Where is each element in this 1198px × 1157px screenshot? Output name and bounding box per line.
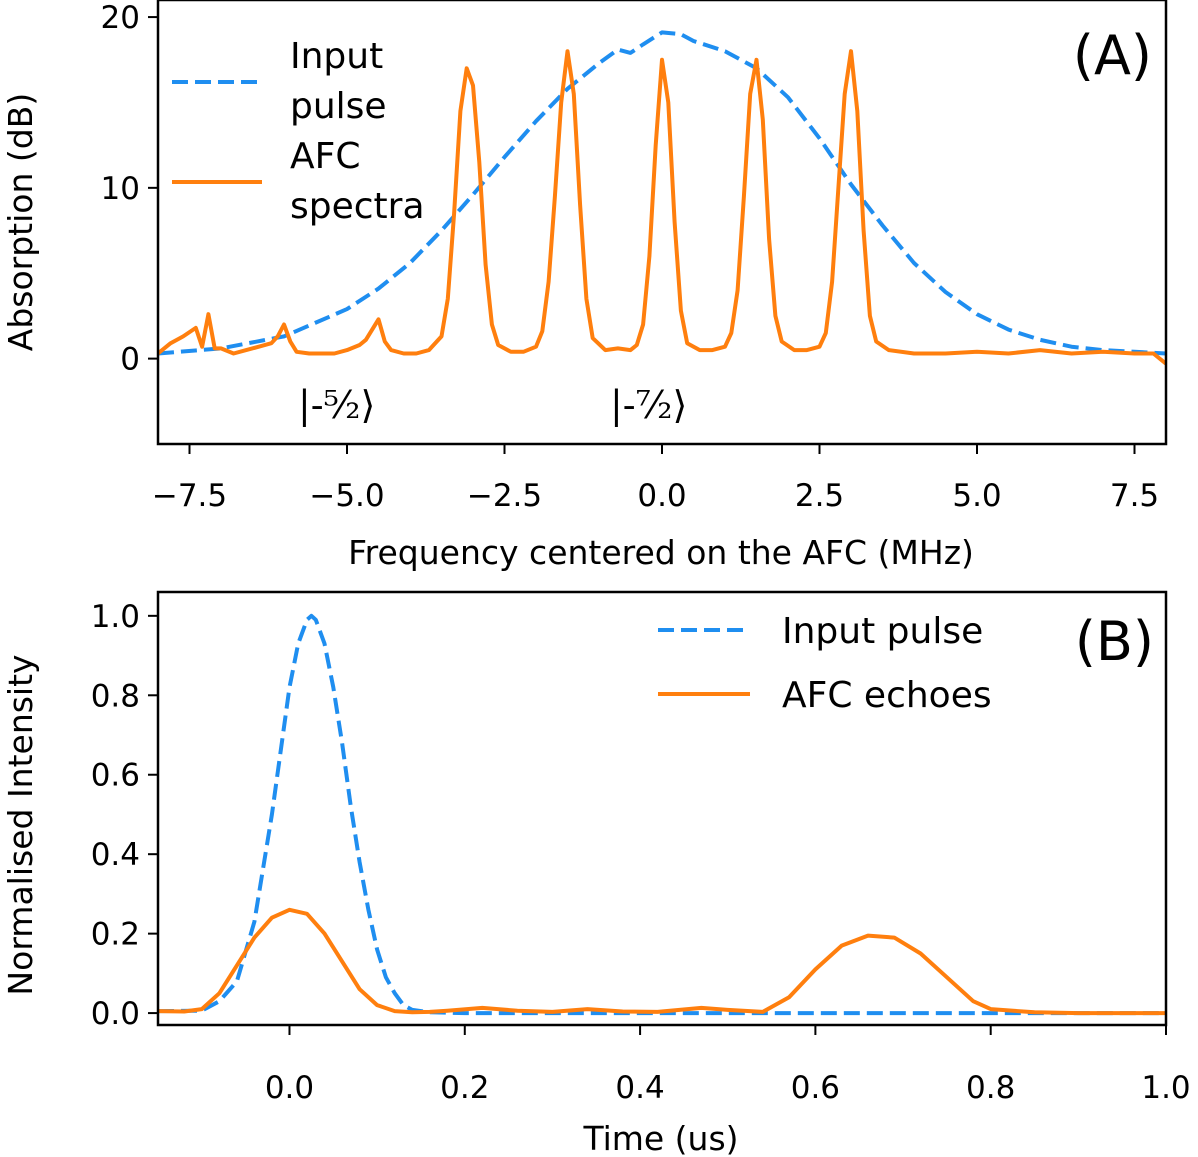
series-line-input-pulse-b [158, 613, 1166, 1016]
panel-b-chart: 0.0 0.2 0.4 0.6 0.8 1.0 0.0 0.2 0.4 0.6 0.8 1.0 Tim… [1, 590, 1191, 1157]
annotation-m52: |-⁵⁄₂⟩ [298, 383, 375, 427]
x-tick-label-b: 0.0 [265, 1070, 314, 1106]
legend-label-afc-echoes: AFC echoes [782, 675, 992, 716]
y-tick-label-b: 1.0 [91, 599, 140, 635]
y-axis-label-a: Absorption (dB) [1, 93, 40, 351]
legend-b: Input pulse AFC echoes [658, 611, 992, 716]
x-tick-label-a: 5.0 [952, 478, 1001, 514]
series-line-afc-spectra-a [158, 49, 1166, 366]
x-tick-label-b: 0.6 [791, 1070, 840, 1106]
y-tick-label-b: 0.6 [91, 758, 140, 794]
y-axis-label-b: Normalised Intensity [1, 654, 40, 995]
x-tick-label-b: 0.4 [615, 1070, 664, 1106]
y-tick-label-b: 0.0 [91, 996, 140, 1032]
x-tick-label-a: 7.5 [1110, 478, 1159, 514]
panel-label-b: (B) [1075, 610, 1154, 673]
panel-label-a: (A) [1073, 24, 1152, 87]
x-axis-label-a: Frequency centered on the AFC (MHz) [348, 533, 974, 572]
y-tick-label-b: 0.4 [91, 837, 140, 873]
annotation-m72: |-⁷⁄₂⟩ [610, 383, 687, 427]
series-line-afc-echoes-b [158, 907, 1166, 1016]
x-tick-label-b: 1.0 [1141, 1070, 1190, 1106]
x-tick-label-b: 0.8 [966, 1070, 1015, 1106]
y-tick-label-a: 0 [120, 342, 140, 378]
series-line-input-pulse-a [158, 30, 1166, 356]
legend-label-afc-spectra-line2: spectra [290, 186, 425, 227]
y-tick-label-a: 20 [101, 0, 140, 36]
x-tick-label-a: 2.5 [795, 478, 844, 514]
x-tick-label-b: 0.2 [440, 1070, 489, 1106]
y-tick-label-b: 0.8 [91, 678, 140, 714]
plot-frame-b [156, 590, 1168, 1027]
y-tick-label-a: 10 [101, 171, 140, 207]
x-tick-label-a: −2.5 [467, 478, 542, 514]
legend-label-input-pulse-line1: Input [290, 36, 383, 77]
x-tick-label-a: −7.5 [152, 478, 227, 514]
legend-a: Input pulse AFC spectra [172, 36, 425, 227]
x-tick-label-a: −5.0 [309, 478, 384, 514]
panel-a-chart: −7.5 −5.0 −2.5 0.0 2.5 5.0 7.5 0 10 20 Frequency … [1, 0, 1168, 572]
x-axis-label-b: Time (us) [582, 1119, 738, 1157]
y-tick-label-b: 0.2 [91, 917, 140, 953]
x-tick-label-a: 0.0 [637, 478, 686, 514]
legend-label-input-pulse-line2: pulse [290, 86, 387, 127]
legend-label-input-pulse-b: Input pulse [782, 611, 983, 652]
legend-label-afc-spectra-line1: AFC [290, 136, 360, 177]
